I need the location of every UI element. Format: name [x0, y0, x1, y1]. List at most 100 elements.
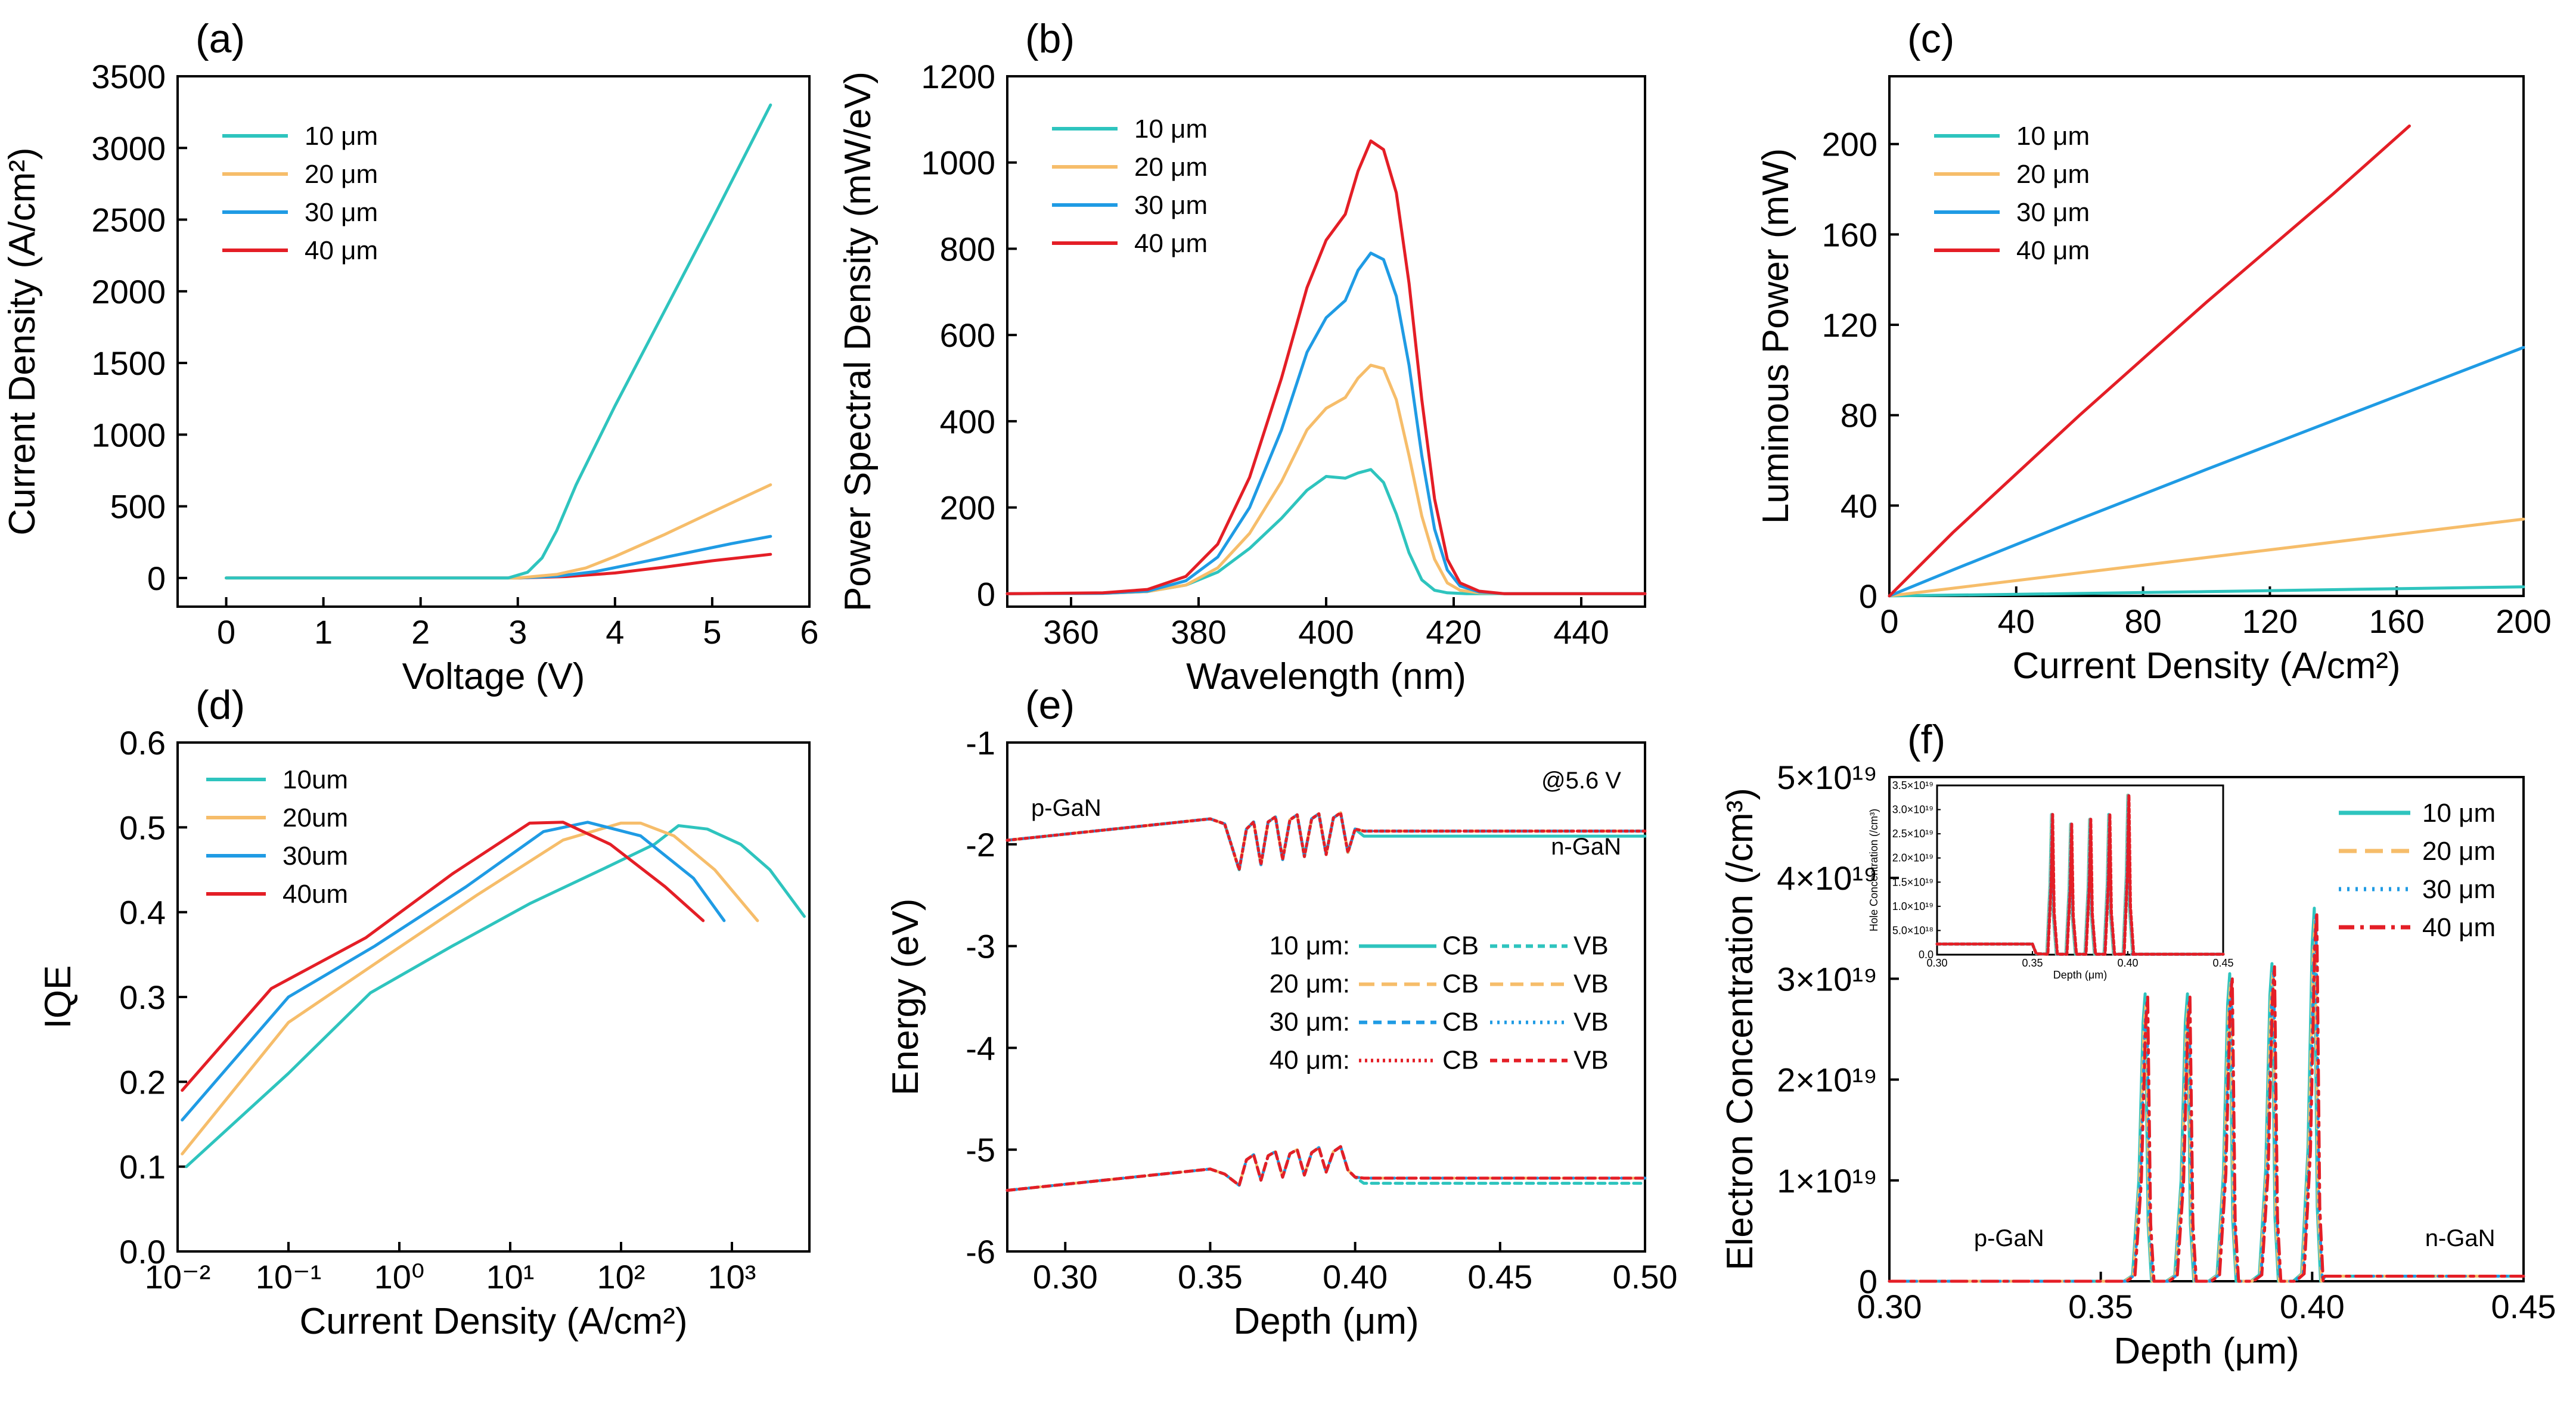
x-axis-label: Wavelength (nm) — [1186, 656, 1466, 697]
legend-label: 20 μm — [2016, 160, 2090, 189]
y-tick-label: 2500 — [91, 201, 166, 239]
legend-label: 40 μm — [305, 236, 378, 265]
plot-frame — [1006, 75, 1646, 608]
panel-f: (f) 0.30 0.35 0.40 0.45 0 1×10¹⁹ 2×10¹⁹ 3×10¹⁹ 4×… — [1720, 717, 2556, 1372]
inset-x-axis-label: Depth (μm) — [2053, 969, 2107, 981]
legend-label: 20 μm — [2422, 837, 2496, 866]
x-tick-label: 0 — [1880, 602, 1898, 640]
x-tick-label: 0.30 — [1033, 1258, 1098, 1296]
x-tick-label: 3 — [508, 613, 527, 651]
x-tick-label: 0.50 — [1613, 1258, 1678, 1296]
y-tick-label: 0 — [1859, 1263, 1877, 1300]
x-tick-label: 6 — [800, 613, 818, 651]
legend-label: 20um — [283, 803, 348, 833]
y-tick-label: 500 — [110, 488, 166, 526]
series-40 — [181, 821, 705, 1092]
x-tick-label: 0.35 — [2068, 1288, 2133, 1325]
inset-y-tick-label: 2.0×10¹⁹ — [1892, 852, 1933, 864]
x-tick-label: 120 — [2242, 602, 2298, 640]
panel-d: (d) 10⁻² 10⁻¹ 10⁰ 10¹ 10² 10³ 0.0 0.1 0.2 0.3 0.4 0.… — [38, 682, 811, 1342]
legend-label: 10um — [283, 765, 348, 794]
legend-vb-label: VB — [1573, 970, 1609, 999]
y-tick-label: 2×10¹⁹ — [1777, 1061, 1877, 1099]
y-tick-label: -5 — [966, 1131, 995, 1169]
series-30 — [181, 821, 726, 1122]
legend-label: 30 μm — [305, 198, 378, 227]
y-tick-label: -4 — [966, 1029, 995, 1067]
y-tick-label: 3500 — [91, 58, 166, 95]
panel-label: (a) — [195, 16, 245, 61]
plot-frame — [1888, 75, 2525, 597]
x-tick-label: 2 — [411, 613, 430, 651]
panel-b: (b) 360 380 400 420 440 0 200 400 600 800 1000 1200 W… — [837, 16, 1647, 697]
inset-series-40 — [1935, 793, 2225, 956]
inset-y-tick-label: 1.0×10¹⁹ — [1892, 900, 1933, 912]
x-axis-label: Depth (μm) — [1233, 1301, 1419, 1342]
y-tick-label: 1200 — [921, 58, 995, 95]
y-tick-label: 0.6 — [119, 724, 166, 762]
plot-frame — [1006, 741, 1646, 1253]
x-tick-label: 160 — [2369, 602, 2424, 640]
y-tick-label: 4×10¹⁹ — [1777, 859, 1877, 897]
x-tick-label: 200 — [2496, 602, 2551, 640]
legend-label: 30 μm — [2422, 875, 2496, 904]
y-tick-label: 0 — [147, 560, 166, 597]
vb-series-40 — [1005, 1145, 1647, 1192]
panel-label: (c) — [1907, 16, 1954, 61]
legend-row-label: 30 μm: — [1270, 1008, 1350, 1037]
y-axis-label: Luminous Power (mW) — [1755, 148, 1796, 524]
y-tick-label: 0 — [1859, 577, 1877, 615]
x-tick-label: 0.45 — [2491, 1288, 2556, 1325]
series-10 — [1888, 585, 2525, 598]
plot-frame — [176, 75, 811, 608]
inset-y-tick-label: 1.5×10¹⁹ — [1892, 876, 1933, 888]
cb-series-20 — [1005, 811, 1647, 871]
inset-x-tick-label: 0.35 — [2022, 957, 2043, 969]
y-tick-label: 1000 — [91, 416, 166, 453]
annotation-p-gan: p-GaN — [1974, 1225, 2044, 1251]
legend-label: 40 μm — [2016, 236, 2090, 265]
y-tick-label: -1 — [966, 724, 995, 762]
y-tick-label: -6 — [966, 1233, 995, 1271]
annotation-n-gan: n-GaN — [1551, 834, 1621, 860]
annotation-n-gan: n-GaN — [2425, 1225, 2496, 1251]
y-tick-label: 1000 — [921, 144, 995, 182]
inset-x-tick-label: 0.45 — [2212, 957, 2233, 969]
panel-label: (f) — [1907, 717, 1945, 762]
x-tick-label: 80 — [2124, 602, 2161, 640]
legend-cb-label: CB — [1442, 1046, 1479, 1075]
panel-label: (d) — [195, 682, 245, 728]
y-tick-label: 0 — [977, 575, 995, 613]
x-axis-label: Current Density (A/cm²) — [2012, 645, 2400, 687]
legend-label: 40um — [283, 880, 348, 909]
y-tick-label: 0.0 — [119, 1233, 166, 1271]
legend-label: 10 μm — [2016, 122, 2090, 151]
inset-y-tick-label: 0.0 — [1919, 949, 1933, 961]
series-20 — [181, 821, 759, 1155]
annotation-voltage: @5.6 V — [1541, 768, 1621, 794]
series-40 — [1888, 124, 2411, 598]
y-tick-label: 0.1 — [119, 1148, 166, 1186]
series-40 — [1005, 139, 1647, 595]
series-10 — [225, 103, 772, 580]
legend-vb-label: VB — [1573, 931, 1609, 961]
legend-label: 40 μm — [2422, 913, 2496, 942]
plot-frame — [176, 741, 811, 1253]
x-tick-label: 0 — [217, 613, 235, 651]
inset-x-tick-label: 0.40 — [2117, 957, 2138, 969]
x-tick-label: 0.40 — [1323, 1258, 1388, 1296]
x-tick-label: 0.30 — [1857, 1288, 1922, 1325]
x-tick-label: 380 — [1171, 613, 1226, 651]
panel-label: (b) — [1025, 16, 1075, 61]
x-tick-label: 5 — [703, 613, 721, 651]
x-tick-label: 360 — [1043, 613, 1098, 651]
x-tick-label: 10² — [597, 1258, 645, 1296]
series-30 — [225, 535, 772, 580]
y-tick-label: 0.2 — [119, 1063, 166, 1101]
inset-frame — [1936, 784, 2224, 956]
legend-label: 30 μm — [1134, 191, 1208, 220]
series-30 — [1888, 346, 2525, 598]
inset-y-tick-label: 3.0×10¹⁹ — [1892, 804, 1933, 816]
x-tick-label: 10³ — [708, 1258, 756, 1296]
